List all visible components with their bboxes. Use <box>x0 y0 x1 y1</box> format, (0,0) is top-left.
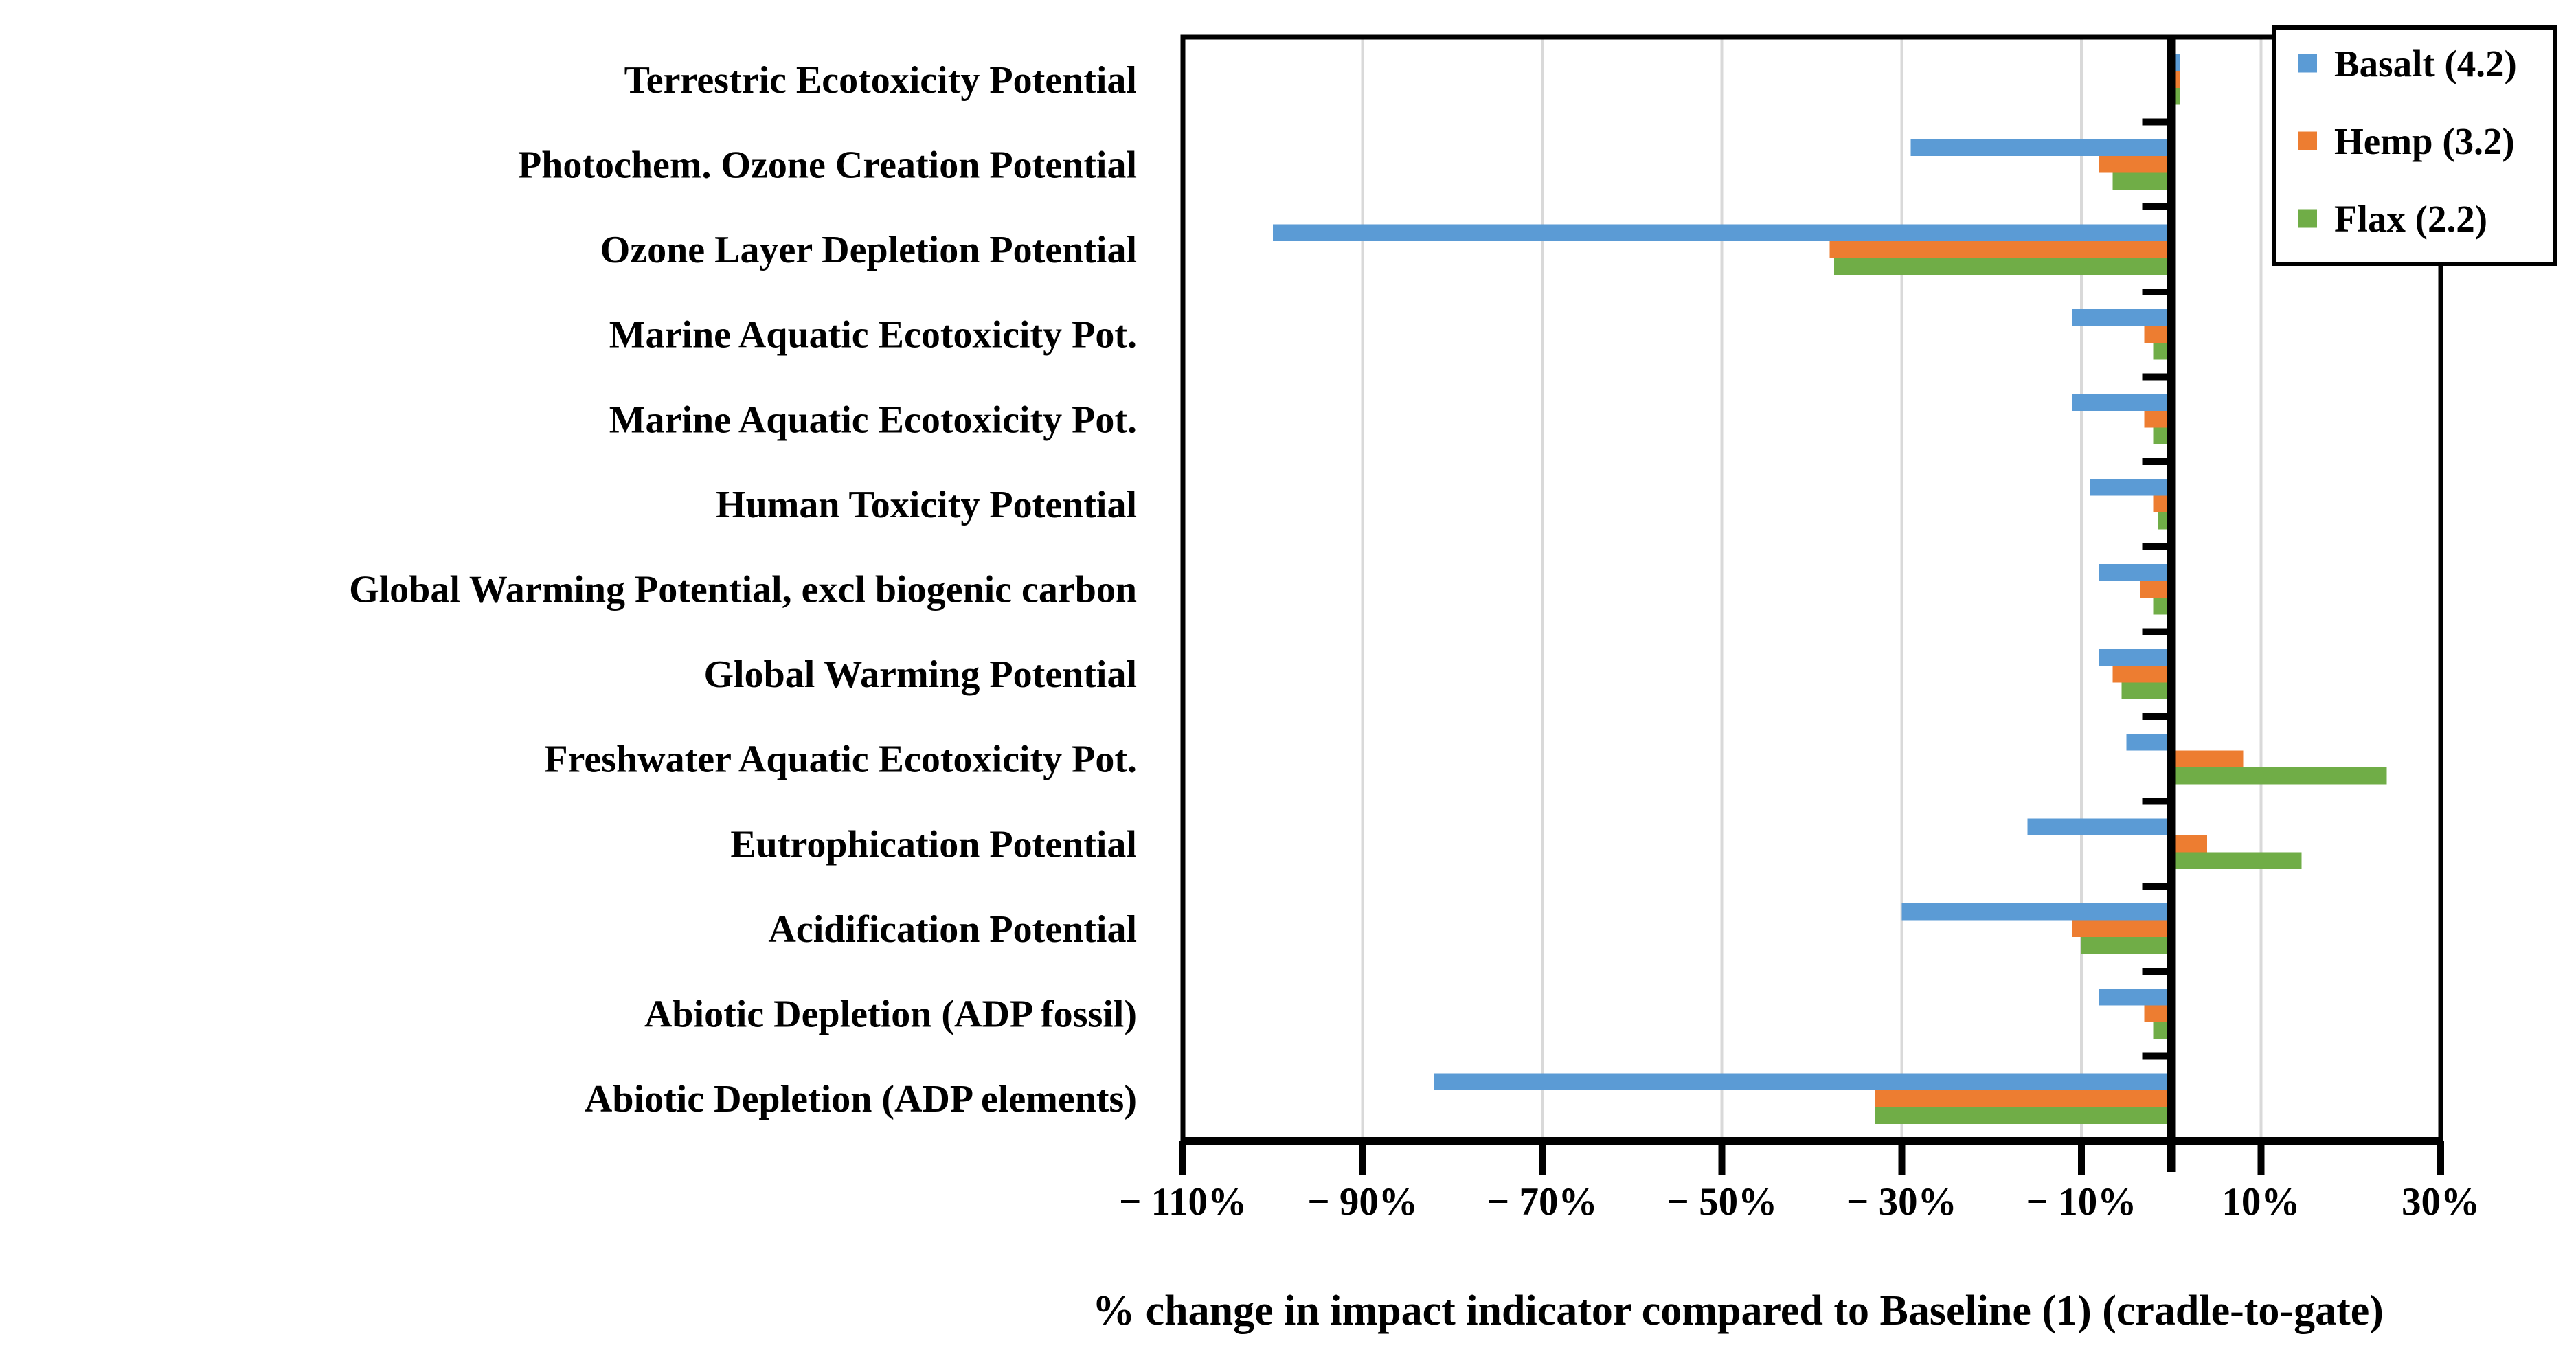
bar-hemp-4 <box>2144 411 2171 428</box>
bar-basalt-5 <box>2090 479 2171 496</box>
gridline <box>1361 37 1364 1141</box>
category-label-7: Global Warming Potential <box>703 653 1137 696</box>
bar-basalt-2 <box>1272 224 2171 241</box>
category-tick <box>2142 288 2171 295</box>
category-label-8: Freshwater Aquatic Ecotoxicity Pot. <box>544 739 1137 781</box>
bar-hemp-8 <box>2171 750 2244 767</box>
bar-flax-9 <box>2171 852 2302 870</box>
x-tick <box>2437 1141 2444 1175</box>
legend-label-flax: Flax (2.2) <box>2334 198 2487 240</box>
bar-basalt-12 <box>1434 1073 2171 1090</box>
bar-basalt-8 <box>2126 733 2171 751</box>
bar-hemp-12 <box>1875 1090 2171 1107</box>
category-tick <box>2142 543 2171 550</box>
legend-swatch-flax <box>2298 209 2317 228</box>
bar-hemp-7 <box>2112 665 2171 683</box>
legend-label-hemp: Hemp (3.2) <box>2334 120 2515 162</box>
x-tick-label-4: − 30% <box>1846 1180 1957 1224</box>
category-label-1: Photochem. Ozone Creation Potential <box>518 144 1137 186</box>
x-tick-label-6: 10% <box>2222 1180 2300 1224</box>
bar-basalt-3 <box>2072 308 2171 326</box>
category-tick <box>2142 373 2171 381</box>
legend-box <box>2272 25 2557 266</box>
gridlines <box>1361 37 2263 1141</box>
bar-flax-12 <box>1875 1107 2171 1124</box>
bar-basalt-11 <box>2099 988 2171 1006</box>
x-tick <box>2077 1141 2085 1175</box>
category-label-3: Marine Aquatic Ecotoxicity Pot. <box>609 314 1137 357</box>
x-tick <box>1359 1141 1366 1175</box>
x-tick <box>1179 1141 1186 1175</box>
legend: Basalt (4.2) Hemp (3.2) Flax (2.2) <box>2272 25 2557 266</box>
bar-basalt-9 <box>2027 818 2171 836</box>
legend-label-basalt: Basalt (4.2) <box>2334 43 2517 84</box>
bar-basalt-7 <box>2099 649 2171 666</box>
category-tick <box>2142 883 2171 890</box>
category-label-5: Human Toxicity Potential <box>716 484 1137 526</box>
category-label-12: Abiotic Depletion (ADP elements) <box>585 1078 1137 1120</box>
category-label-10: Acidification Potential <box>768 908 1137 951</box>
bar-basalt-1 <box>1910 139 2171 157</box>
x-tick <box>1718 1141 1726 1175</box>
category-tick <box>2142 1052 2171 1060</box>
x-tick-label-3: − 50% <box>1667 1180 1777 1224</box>
bar-basalt-6 <box>2099 563 2171 581</box>
legend-swatch-hemp <box>2298 131 2317 150</box>
bar-flax-1 <box>2112 172 2171 190</box>
category-label-11: Abiotic Depletion (ADP fossil) <box>644 993 1137 1036</box>
category-tick <box>2142 628 2171 635</box>
gridline <box>2079 37 2083 1141</box>
x-axis-title: % change in impact indicator compared to… <box>1092 1287 2384 1334</box>
bar-flax-2 <box>1834 258 2171 275</box>
x-axis-line <box>1181 1137 2443 1145</box>
bar-flax-8 <box>2171 767 2387 785</box>
bar-hemp-10 <box>2072 920 2171 938</box>
x-tick-label-5: − 10% <box>2026 1180 2136 1224</box>
x-tick-label-0: − 110% <box>1119 1180 1247 1224</box>
legend-swatch-basalt <box>2298 54 2317 73</box>
gridline <box>1541 37 1544 1141</box>
axes <box>1179 34 2444 1175</box>
gridline <box>1900 37 1903 1141</box>
bar-hemp-1 <box>2099 156 2171 173</box>
category-tick <box>2142 203 2171 211</box>
bar-flax-7 <box>2121 682 2171 699</box>
category-label-4: Marine Aquatic Ecotoxicity Pot. <box>609 398 1137 441</box>
gridline <box>2259 37 2263 1141</box>
category-label-2: Ozone Layer Depletion Potential <box>600 229 1137 271</box>
x-tick <box>2257 1141 2265 1175</box>
category-tick <box>2142 798 2171 805</box>
category-tick <box>2142 712 2171 720</box>
gridline <box>1720 37 1724 1141</box>
category-tick <box>2142 458 2171 466</box>
x-tick-label-7: 30% <box>2402 1180 2480 1224</box>
bar-basalt-4 <box>2072 394 2171 412</box>
plot-border <box>1180 34 2443 1144</box>
labels: − 110% − 90% − 70% − 50% − 30% − 10% 10% 30% Ter… <box>349 59 2480 1224</box>
category-label-0: Terrestric Ecotoxicity Potential <box>624 59 1137 102</box>
x-tick <box>1539 1141 1546 1175</box>
bar-hemp-11 <box>2144 1005 2171 1022</box>
bar-basalt-10 <box>1901 903 2171 921</box>
x-tick <box>1898 1141 1906 1175</box>
bar-hemp-2 <box>1829 240 2171 258</box>
category-label-9: Eutrophication Potential <box>730 823 1137 866</box>
category-tick <box>2142 967 2171 975</box>
bars <box>1272 54 2387 1124</box>
category-tick <box>2142 118 2171 126</box>
x-tick-label-2: − 70% <box>1487 1180 1598 1224</box>
bar-hemp-3 <box>2144 326 2171 343</box>
bar-flax-10 <box>2081 937 2171 954</box>
x-tick-label-1: − 90% <box>1307 1180 1418 1224</box>
bar-hemp-9 <box>2171 835 2207 853</box>
bar-hemp-6 <box>2139 581 2171 598</box>
category-label-6: Global Warming Potential, excl biogenic … <box>349 569 1137 611</box>
